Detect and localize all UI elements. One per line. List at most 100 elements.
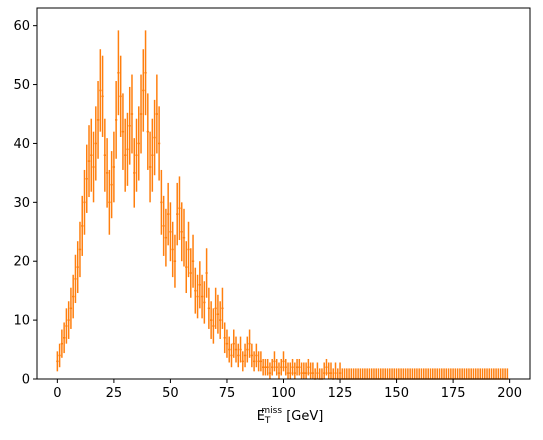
error-bar	[307, 358, 310, 376]
error-bar	[72, 274, 75, 319]
error-bar	[189, 248, 192, 298]
error-bar	[144, 30, 147, 116]
error-bar	[241, 351, 244, 372]
error-bar	[336, 368, 339, 380]
error-bar	[501, 368, 504, 380]
error-bar	[424, 368, 428, 380]
error-bar	[139, 74, 143, 154]
error-bar	[488, 368, 491, 380]
error-bar	[329, 362, 333, 379]
error-bar	[302, 362, 305, 379]
error-bar	[409, 368, 412, 380]
error-bar	[105, 138, 109, 208]
error-bar	[96, 81, 100, 159]
error-bar	[442, 368, 446, 380]
x-tick-label: 100	[271, 386, 296, 401]
error-bar	[438, 368, 441, 380]
error-bar	[372, 368, 376, 380]
error-bar	[248, 329, 251, 358]
error-bar	[404, 368, 407, 380]
error-bar	[148, 131, 152, 203]
error-bar	[492, 368, 495, 380]
error-bar	[347, 368, 351, 380]
error-bar	[363, 368, 367, 380]
error-bar	[228, 336, 231, 363]
error-bar	[458, 368, 462, 380]
error-bar	[117, 30, 120, 116]
error-bar	[126, 112, 129, 186]
error-bar	[58, 343, 61, 368]
error-bar	[467, 368, 471, 380]
error-bar	[388, 368, 391, 380]
error-bar	[87, 125, 91, 198]
y-tick-label: 50	[13, 78, 30, 93]
error-bars	[56, 30, 509, 380]
x-tick-label: 0	[53, 386, 61, 401]
y-tick-label: 20	[13, 255, 30, 270]
error-bar	[173, 234, 177, 288]
error-bar	[99, 49, 102, 132]
error-bar	[431, 368, 434, 380]
error-bar	[185, 241, 188, 294]
error-bar	[293, 362, 296, 379]
x-tick-label: 50	[162, 386, 179, 401]
error-bar	[440, 368, 443, 380]
error-bar	[461, 368, 464, 380]
error-bar	[167, 182, 170, 246]
error-bar	[304, 362, 308, 379]
error-bar	[203, 281, 206, 324]
error-bar	[499, 368, 502, 380]
error-bar	[427, 368, 430, 380]
error-bar	[338, 362, 342, 379]
error-bar	[327, 362, 330, 379]
error-bar	[366, 368, 369, 380]
x-axis-label: ETmiss [GeV]	[257, 406, 324, 426]
y-tick-label: 10	[13, 314, 30, 329]
error-bar	[298, 358, 301, 376]
error-bar	[182, 208, 186, 267]
error-bar	[422, 368, 425, 380]
error-bar	[399, 368, 403, 380]
error-bar	[395, 368, 398, 380]
error-bar	[137, 106, 140, 181]
error-bar	[142, 49, 145, 132]
error-bar	[271, 358, 274, 376]
error-bar	[361, 368, 364, 380]
error-bar	[67, 301, 70, 339]
error-bar	[413, 368, 416, 380]
error-bar	[264, 358, 267, 376]
error-bar	[377, 368, 380, 380]
error-bar	[180, 202, 183, 262]
error-bar	[352, 368, 355, 380]
error-bar	[474, 368, 477, 380]
error-bar	[390, 368, 394, 380]
error-bar	[368, 368, 371, 380]
error-bar	[212, 308, 215, 344]
error-bar	[280, 358, 283, 376]
error-bar	[411, 368, 414, 380]
error-bar	[239, 336, 242, 363]
error-bar	[257, 351, 260, 372]
error-bar	[160, 169, 163, 235]
error-bar	[130, 74, 134, 154]
x-tick-label: 25	[106, 386, 123, 401]
error-bar	[230, 343, 233, 368]
error-bar	[420, 368, 423, 380]
error-bar	[323, 362, 326, 379]
error-bar	[503, 368, 507, 380]
error-bar	[198, 261, 201, 309]
error-bar	[415, 368, 419, 380]
error-bar	[497, 368, 500, 380]
error-bar	[433, 368, 437, 380]
error-bar	[65, 308, 68, 344]
x-tick-label: 75	[219, 386, 236, 401]
error-bar	[436, 368, 439, 380]
error-bar	[334, 362, 337, 379]
error-bar	[103, 118, 106, 192]
error-bar	[311, 362, 315, 379]
error-bar	[429, 368, 432, 380]
error-bar	[151, 118, 154, 192]
error-bar	[356, 368, 360, 380]
error-bar	[266, 358, 269, 376]
